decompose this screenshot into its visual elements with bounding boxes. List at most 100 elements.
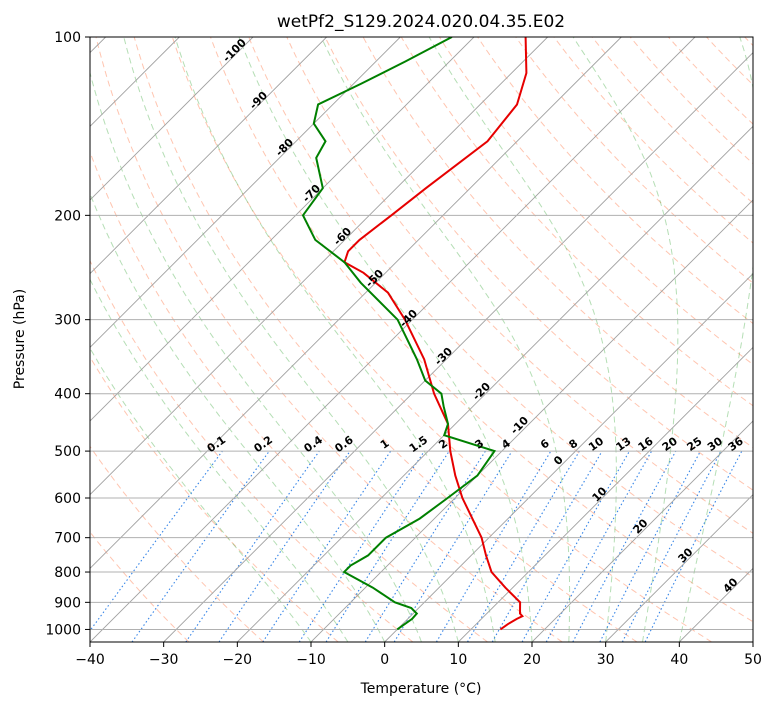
- isotherm: [237, 125, 753, 642]
- x-tick-label: −30: [149, 652, 179, 668]
- dry-adiabat-label: -20: [470, 380, 493, 403]
- x-tick-label: −40: [75, 652, 105, 668]
- isotherm: [90, 37, 548, 496]
- y-tick-label: 800: [54, 565, 81, 581]
- isotherm: [90, 37, 622, 569]
- moist-adiabat: [90, 70, 422, 642]
- dry-adiabat-label: 40: [721, 575, 741, 595]
- moist-adiabat: [320, 37, 571, 642]
- y-tick-label: 400: [54, 387, 81, 403]
- mixing-ratio-label: 6: [538, 437, 552, 452]
- dry-adiabat-label: 10: [590, 484, 610, 504]
- dry-adiabat: [95, 37, 563, 642]
- isotherm: [90, 37, 401, 348]
- dry-adiabat: [90, 445, 264, 642]
- dry-adiabat: [477, 37, 753, 325]
- mixing-ratio-line: [218, 450, 351, 642]
- x-axis-label: Temperature (°C): [360, 681, 482, 697]
- dry-adiabat: [90, 150, 488, 642]
- moist-adiabat: [238, 37, 533, 642]
- temperature-profile: [343, 37, 528, 631]
- moist-adiabat: [90, 192, 386, 642]
- moist-adiabat: [174, 37, 496, 642]
- y-tick-label: 600: [54, 491, 81, 507]
- isotherm: [605, 494, 753, 642]
- mixing-ratio-line: [572, 450, 677, 642]
- y-tick-label: 700: [54, 531, 81, 547]
- x-tick-label: 30: [597, 652, 615, 668]
- x-tick-label: 10: [449, 652, 467, 668]
- x-tick-label: −20: [223, 652, 253, 668]
- x-tick-label: −10: [296, 652, 326, 668]
- mixing-ratio-label: 0.1: [205, 433, 228, 455]
- mixing-ratio-line: [298, 450, 425, 642]
- moist-adiabat: [123, 37, 459, 642]
- isotherm: [163, 52, 753, 642]
- x-tick-label: 0: [380, 652, 389, 668]
- dry-adiabat: [400, 37, 753, 407]
- mixing-ratio-label: 0.6: [332, 433, 356, 455]
- profiles: [301, 37, 528, 631]
- y-tick-label: 100: [54, 30, 81, 46]
- isotherm: [310, 199, 753, 642]
- axes-ticks: −40 −30 −20 −10 0 10 20 30 40 5010020030040050060…: [45, 30, 762, 668]
- plot-frame: [89, 36, 754, 643]
- dry-adiabat: [324, 37, 753, 491]
- dry-adiabat: [706, 37, 753, 86]
- mixing-ratio-line: [545, 450, 653, 642]
- mixing-ratio-line: [644, 450, 743, 642]
- dry-adiabat: [515, 37, 753, 284]
- moist-adiabat: [428, 37, 617, 642]
- y-tick-label: 500: [54, 444, 81, 460]
- mixing-ratio-line: [131, 450, 270, 642]
- dry-adiabat-label: -70: [300, 182, 323, 205]
- mixing-ratio-label: 8: [567, 437, 581, 452]
- mixing-ratio-label: 0.4: [302, 433, 326, 455]
- y-tick-label: 200: [54, 208, 81, 224]
- mixing-ratio-label: 1: [378, 437, 392, 452]
- y-axis-label: Pressure (hPa): [12, 289, 28, 389]
- background-lines: [90, 37, 753, 642]
- dry-adiabat: [629, 37, 753, 165]
- mixing-ratio-line: [90, 450, 223, 632]
- mixing-ratio-line: [521, 450, 630, 642]
- mixing-ratio-line: [325, 450, 450, 642]
- moist-adiabat: [678, 37, 753, 642]
- mixing-ratio-label: 3: [473, 437, 487, 452]
- x-tick-label: 20: [523, 652, 541, 668]
- isotherm: [90, 37, 696, 642]
- mixing-ratio-label: 0.2: [252, 433, 275, 455]
- chart-title: wetPf2_S129.2024.020.04.35.E02: [277, 12, 565, 32]
- y-tick-label: 1000: [45, 622, 81, 638]
- mixing-ratio-label: 1.5: [407, 433, 430, 455]
- moist-adiabat: [90, 278, 349, 642]
- moist-adiabat: [572, 37, 679, 642]
- isotherm: [90, 37, 327, 275]
- dry-adiabat-label: -50: [363, 267, 386, 290]
- dry-adiabat-label: 0: [551, 453, 566, 468]
- dry-adiabat-label: -60: [331, 225, 354, 248]
- x-tick-label: 40: [670, 652, 688, 668]
- mixing-ratio-label: 4: [499, 437, 513, 452]
- dry-adiabat: [248, 37, 753, 578]
- isotherm: [679, 567, 753, 642]
- mixing-ratio-line: [185, 450, 320, 642]
- dry-adiabat-label: 30: [676, 545, 696, 565]
- dry-adiabat: [553, 37, 753, 244]
- isotherm: [752, 641, 753, 642]
- y-tick-label: 300: [54, 313, 81, 329]
- isotherm: [458, 346, 753, 642]
- dry-adiabat-label: -30: [432, 345, 455, 368]
- mixing-ratio-line: [262, 450, 392, 642]
- dewpoint-profile: [301, 37, 497, 631]
- mixing-ratio-line: [435, 450, 552, 642]
- dry-adiabat-label: -10: [508, 414, 531, 437]
- dry-adiabat: [744, 37, 753, 47]
- x-tick-label: 50: [744, 652, 762, 668]
- isotherm: [90, 37, 475, 422]
- dry-adiabat: [90, 531, 190, 642]
- dry-adiabat: [133, 37, 638, 642]
- isotherm: [384, 273, 753, 642]
- dry-adiabat-label: 20: [631, 516, 651, 536]
